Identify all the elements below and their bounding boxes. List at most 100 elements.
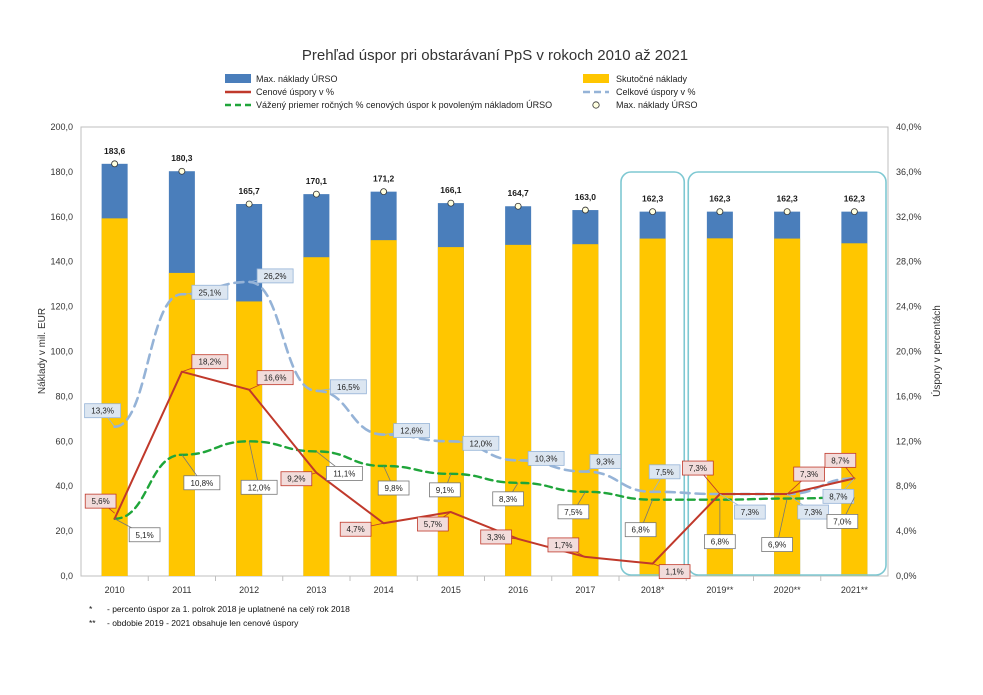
weighted-average-label: 7,5% (564, 508, 582, 517)
total-savings-label: 16,5% (337, 383, 360, 392)
x-tick-label: 2020** (774, 585, 802, 595)
max-cost-marker (111, 160, 119, 168)
total-savings-label-box (329, 379, 367, 395)
weighted-average-label-box (240, 479, 278, 495)
x-tick-label: 2014 (374, 585, 394, 595)
max-cost-marker (514, 202, 522, 210)
price-savings-label: 16,6% (264, 374, 287, 383)
weighted-average-label-box (704, 534, 736, 550)
highlight-box-2019-2021 (687, 171, 887, 576)
price-savings-label: 9,2% (287, 475, 305, 484)
y2-tick-label: 40,0% (896, 122, 922, 132)
price-savings-label: 1,1% (666, 568, 684, 577)
max-cost-marker (447, 199, 455, 207)
price-savings-label-box (280, 471, 313, 487)
price-savings-label: 5,6% (92, 497, 110, 506)
weighted-average-label-box (492, 491, 524, 507)
weighted-average-label: 6,8% (711, 538, 729, 547)
total-savings-label-box (797, 504, 829, 520)
max-cost-label: 165,7 (238, 186, 260, 196)
bar-actual-costs (572, 244, 599, 576)
plot-frame (80, 126, 889, 577)
x-tick-label: 2015 (441, 585, 461, 595)
x-tick-label: 2011 (172, 585, 191, 595)
total-savings-label: 7,3% (804, 508, 822, 517)
legend-label-actual-costs: Skutočné náklady (616, 74, 688, 84)
y-tick-label: 40,0 (55, 481, 73, 491)
x-tick-label: 2021** (841, 585, 869, 595)
x-tick-label: 2019** (706, 585, 734, 595)
total-savings-label-box (734, 504, 766, 520)
y-tick-label: 0,0 (60, 571, 73, 581)
x-tick-label: 2013 (306, 585, 326, 595)
price-savings-label: 18,2% (199, 358, 222, 367)
price-savings-label-box (191, 354, 229, 370)
max-cost-label: 180,3 (171, 153, 193, 163)
total-savings-label-box (822, 488, 855, 504)
footnote-2-mark: ** (89, 618, 96, 628)
price-savings-label-box (84, 493, 117, 509)
weighted-average-label: 12,0% (248, 483, 271, 492)
price-savings-label-box (339, 521, 372, 537)
price-savings-label: 7,3% (800, 470, 818, 479)
legend-swatch-actual-costs (583, 74, 609, 83)
total-savings-label-box (589, 454, 622, 470)
x-tick-label: 2018* (641, 585, 665, 595)
footnote-1-mark: * (89, 604, 93, 614)
y2-tick-label: 12,0% (896, 436, 922, 446)
weighted-average-label-box (761, 537, 793, 552)
legend-label-max-costs: Max. náklady ÚRSO (256, 74, 338, 84)
x-tick-label: 2012 (239, 585, 259, 595)
price-savings-label-box (256, 370, 294, 386)
weighted-average-label-box (826, 514, 859, 529)
total-savings-label: 10,3% (535, 454, 558, 463)
legend-label-price-savings: Cenové úspory v % (256, 87, 334, 97)
max-cost-marker (783, 208, 791, 216)
weighted-average-label: 5,1% (136, 531, 154, 540)
y2-tick-label: 8,0% (896, 481, 917, 491)
max-cost-marker (649, 208, 657, 216)
x-tick-label: 2017 (575, 585, 595, 595)
y-tick-label: 100,0 (50, 347, 73, 357)
weighted-average-label: 7,0% (833, 517, 851, 526)
total-savings-label: 12,6% (400, 427, 423, 436)
y2-tick-label: 24,0% (896, 302, 922, 312)
total-savings-label-box (84, 403, 122, 419)
weighted-average-label-box (429, 482, 461, 498)
weighted-average-label-leader (248, 441, 260, 488)
weighted-average-label: 9,1% (436, 486, 454, 495)
max-cost-marker (312, 190, 320, 198)
bar-actual-costs (505, 244, 532, 577)
max-cost-marker (716, 208, 724, 216)
weighted-average-label: 6,8% (632, 526, 650, 535)
y-tick-label: 140,0 (50, 257, 73, 267)
y2-tick-label: 28,0% (896, 257, 922, 267)
price-savings-label-box (417, 516, 449, 532)
price-savings-label: 7,3% (689, 464, 707, 473)
price-savings-label: 5,7% (424, 520, 442, 529)
y-tick-label: 20,0 (55, 526, 73, 536)
weighted-average-label-box (557, 504, 590, 520)
max-cost-label: 164,7 (507, 188, 529, 198)
price-savings-label: 3,3% (487, 533, 505, 542)
max-cost-label: 170,1 (306, 176, 328, 186)
max-cost-label: 162,3 (776, 194, 798, 204)
total-savings-label: 7,5% (656, 468, 674, 477)
total-savings-label: 8,7% (829, 492, 847, 501)
total-savings-label: 25,1% (199, 288, 222, 297)
price-savings-label: 4,7% (347, 525, 365, 534)
max-cost-marker (245, 200, 253, 208)
y2-axis-title: Úspory v percentách (930, 305, 943, 397)
max-cost-label: 171,2 (373, 174, 395, 184)
bar-actual-costs (774, 238, 801, 577)
total-savings-label-box (527, 450, 565, 466)
bar-actual-costs (639, 238, 666, 577)
max-cost-label: 162,3 (709, 194, 731, 204)
total-savings-label-box (393, 423, 431, 438)
max-cost-label: 166,1 (440, 185, 462, 195)
max-cost-label: 162,3 (844, 194, 866, 204)
footnote-2-text: - obdobie 2019 - 2021 obsahuje len cenov… (107, 618, 299, 628)
total-savings-label-box (648, 464, 681, 480)
footnote-1-text: - percento úspor za 1. polrok 2018 je up… (107, 604, 350, 614)
total-savings-label: 7,3% (741, 508, 759, 517)
